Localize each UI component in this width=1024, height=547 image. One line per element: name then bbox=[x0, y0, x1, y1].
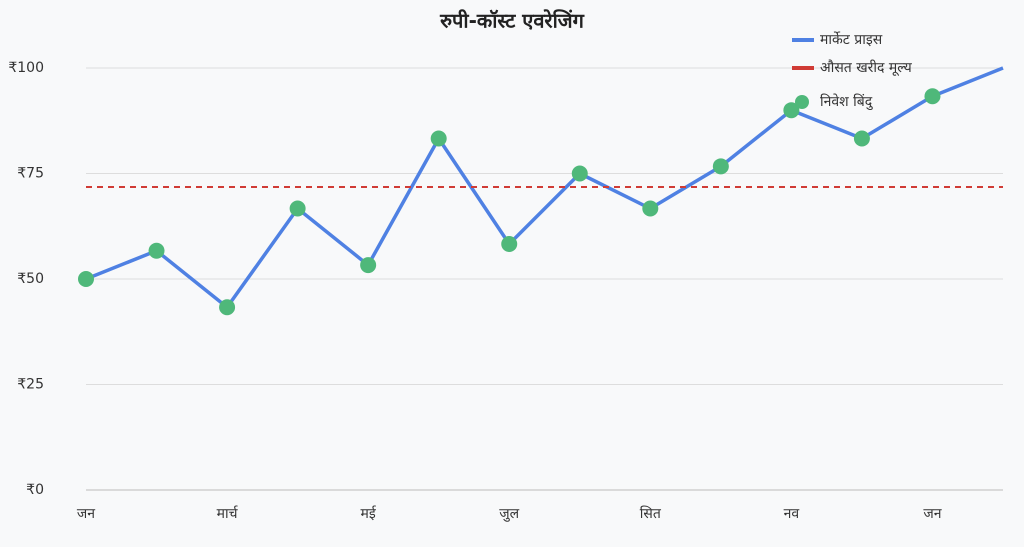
x-tick-label: जन bbox=[923, 506, 941, 522]
legend-label: औसत खरीद मूल्य bbox=[820, 59, 913, 76]
y-tick-label: ₹75 bbox=[17, 166, 44, 182]
x-tick-label: मार्च bbox=[217, 505, 239, 522]
investment-point bbox=[430, 130, 447, 147]
x-tick-label: जुल bbox=[499, 506, 519, 522]
legend-label: निवेश बिंदु bbox=[820, 93, 874, 111]
y-tick-label: ₹50 bbox=[17, 271, 44, 287]
investment-point bbox=[571, 165, 588, 182]
price-line bbox=[85, 66, 1004, 310]
investment-point bbox=[289, 200, 306, 217]
investment-point bbox=[360, 257, 377, 274]
investment-point bbox=[924, 88, 941, 105]
x-tick-label: सित bbox=[640, 505, 662, 522]
investment-point bbox=[148, 242, 165, 259]
x-tick-label: मई bbox=[361, 505, 377, 522]
x-tick-label: जन bbox=[77, 506, 95, 522]
legend-swatch bbox=[795, 95, 809, 109]
x-tick-label: नव bbox=[784, 506, 800, 522]
y-tick-label: ₹100 bbox=[8, 60, 44, 76]
investment-point bbox=[853, 130, 870, 147]
chart-title: रुपी-कॉस्ट एवरेजिंग bbox=[439, 9, 585, 33]
legend-label: मार्केट प्राइस bbox=[820, 31, 883, 48]
investment-point bbox=[219, 299, 236, 316]
investment-point bbox=[783, 102, 800, 119]
y-tick-label: ₹0 bbox=[26, 482, 44, 498]
investment-point bbox=[712, 158, 729, 175]
investment-point bbox=[501, 235, 518, 252]
y-tick-label: ₹25 bbox=[17, 377, 44, 393]
investment-point bbox=[78, 271, 94, 287]
investment-point bbox=[642, 200, 659, 217]
